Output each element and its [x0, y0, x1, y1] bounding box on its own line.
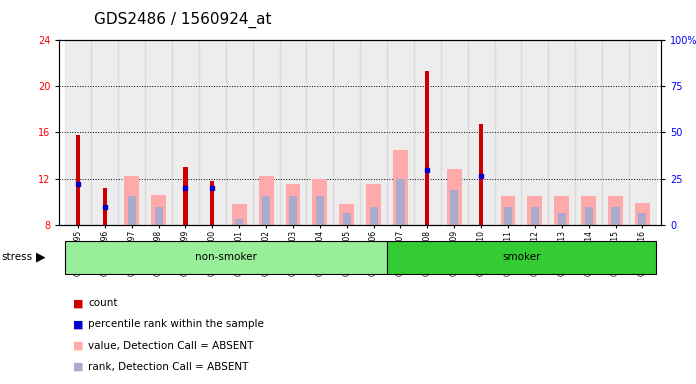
- Bar: [528, 196, 542, 225]
- Bar: [340, 204, 354, 225]
- Bar: [468, 40, 495, 225]
- Bar: [366, 184, 381, 225]
- Bar: [235, 219, 244, 225]
- Bar: [414, 40, 441, 225]
- Bar: [450, 190, 458, 225]
- Text: ▶: ▶: [35, 251, 45, 264]
- Bar: [387, 40, 414, 225]
- Bar: [199, 40, 226, 225]
- Bar: [306, 40, 333, 225]
- Bar: [397, 179, 404, 225]
- Text: ■: ■: [73, 341, 84, 351]
- Bar: [253, 40, 280, 225]
- Bar: [262, 196, 270, 225]
- Bar: [145, 40, 172, 225]
- Text: value, Detection Call = ABSENT: value, Detection Call = ABSENT: [88, 341, 254, 351]
- Bar: [226, 40, 253, 225]
- Bar: [316, 196, 324, 225]
- Bar: [103, 188, 107, 225]
- Bar: [118, 40, 145, 225]
- Bar: [531, 207, 539, 225]
- Bar: [285, 184, 301, 225]
- Bar: [479, 124, 483, 225]
- Bar: [557, 213, 566, 225]
- Bar: [289, 196, 297, 225]
- Bar: [125, 176, 139, 225]
- Bar: [172, 40, 199, 225]
- Bar: [548, 40, 575, 225]
- Bar: [76, 135, 80, 225]
- Bar: [370, 207, 378, 225]
- Bar: [495, 40, 521, 225]
- Text: stress: stress: [1, 252, 33, 262]
- Text: percentile rank within the sample: percentile rank within the sample: [88, 319, 264, 329]
- Bar: [504, 207, 512, 225]
- Bar: [91, 40, 118, 225]
- Text: non-smoker: non-smoker: [195, 252, 257, 262]
- Bar: [425, 71, 429, 225]
- Text: ■: ■: [73, 362, 84, 372]
- Bar: [151, 195, 166, 225]
- Text: smoker: smoker: [503, 252, 541, 262]
- Bar: [342, 213, 351, 225]
- Bar: [232, 204, 246, 225]
- Text: rank, Detection Call = ABSENT: rank, Detection Call = ABSENT: [88, 362, 248, 372]
- Bar: [635, 203, 650, 225]
- Bar: [210, 181, 214, 225]
- Text: ■: ■: [73, 319, 84, 329]
- Bar: [280, 40, 306, 225]
- Bar: [387, 241, 656, 274]
- Bar: [361, 40, 387, 225]
- Bar: [441, 40, 468, 225]
- Bar: [259, 176, 274, 225]
- Bar: [65, 40, 91, 225]
- Bar: [575, 40, 602, 225]
- Bar: [155, 207, 163, 225]
- Bar: [127, 196, 136, 225]
- Bar: [585, 207, 593, 225]
- Bar: [638, 213, 647, 225]
- Bar: [333, 40, 361, 225]
- Bar: [612, 207, 619, 225]
- Text: ■: ■: [73, 298, 84, 308]
- Bar: [65, 241, 387, 274]
- Bar: [629, 40, 656, 225]
- Bar: [602, 40, 629, 225]
- Bar: [581, 196, 596, 225]
- Bar: [555, 196, 569, 225]
- Bar: [521, 40, 548, 225]
- Text: count: count: [88, 298, 118, 308]
- Bar: [500, 196, 516, 225]
- Bar: [608, 196, 623, 225]
- Bar: [313, 179, 327, 225]
- Bar: [447, 169, 461, 225]
- Text: GDS2486 / 1560924_at: GDS2486 / 1560924_at: [94, 12, 271, 28]
- Bar: [393, 150, 408, 225]
- Bar: [184, 167, 187, 225]
